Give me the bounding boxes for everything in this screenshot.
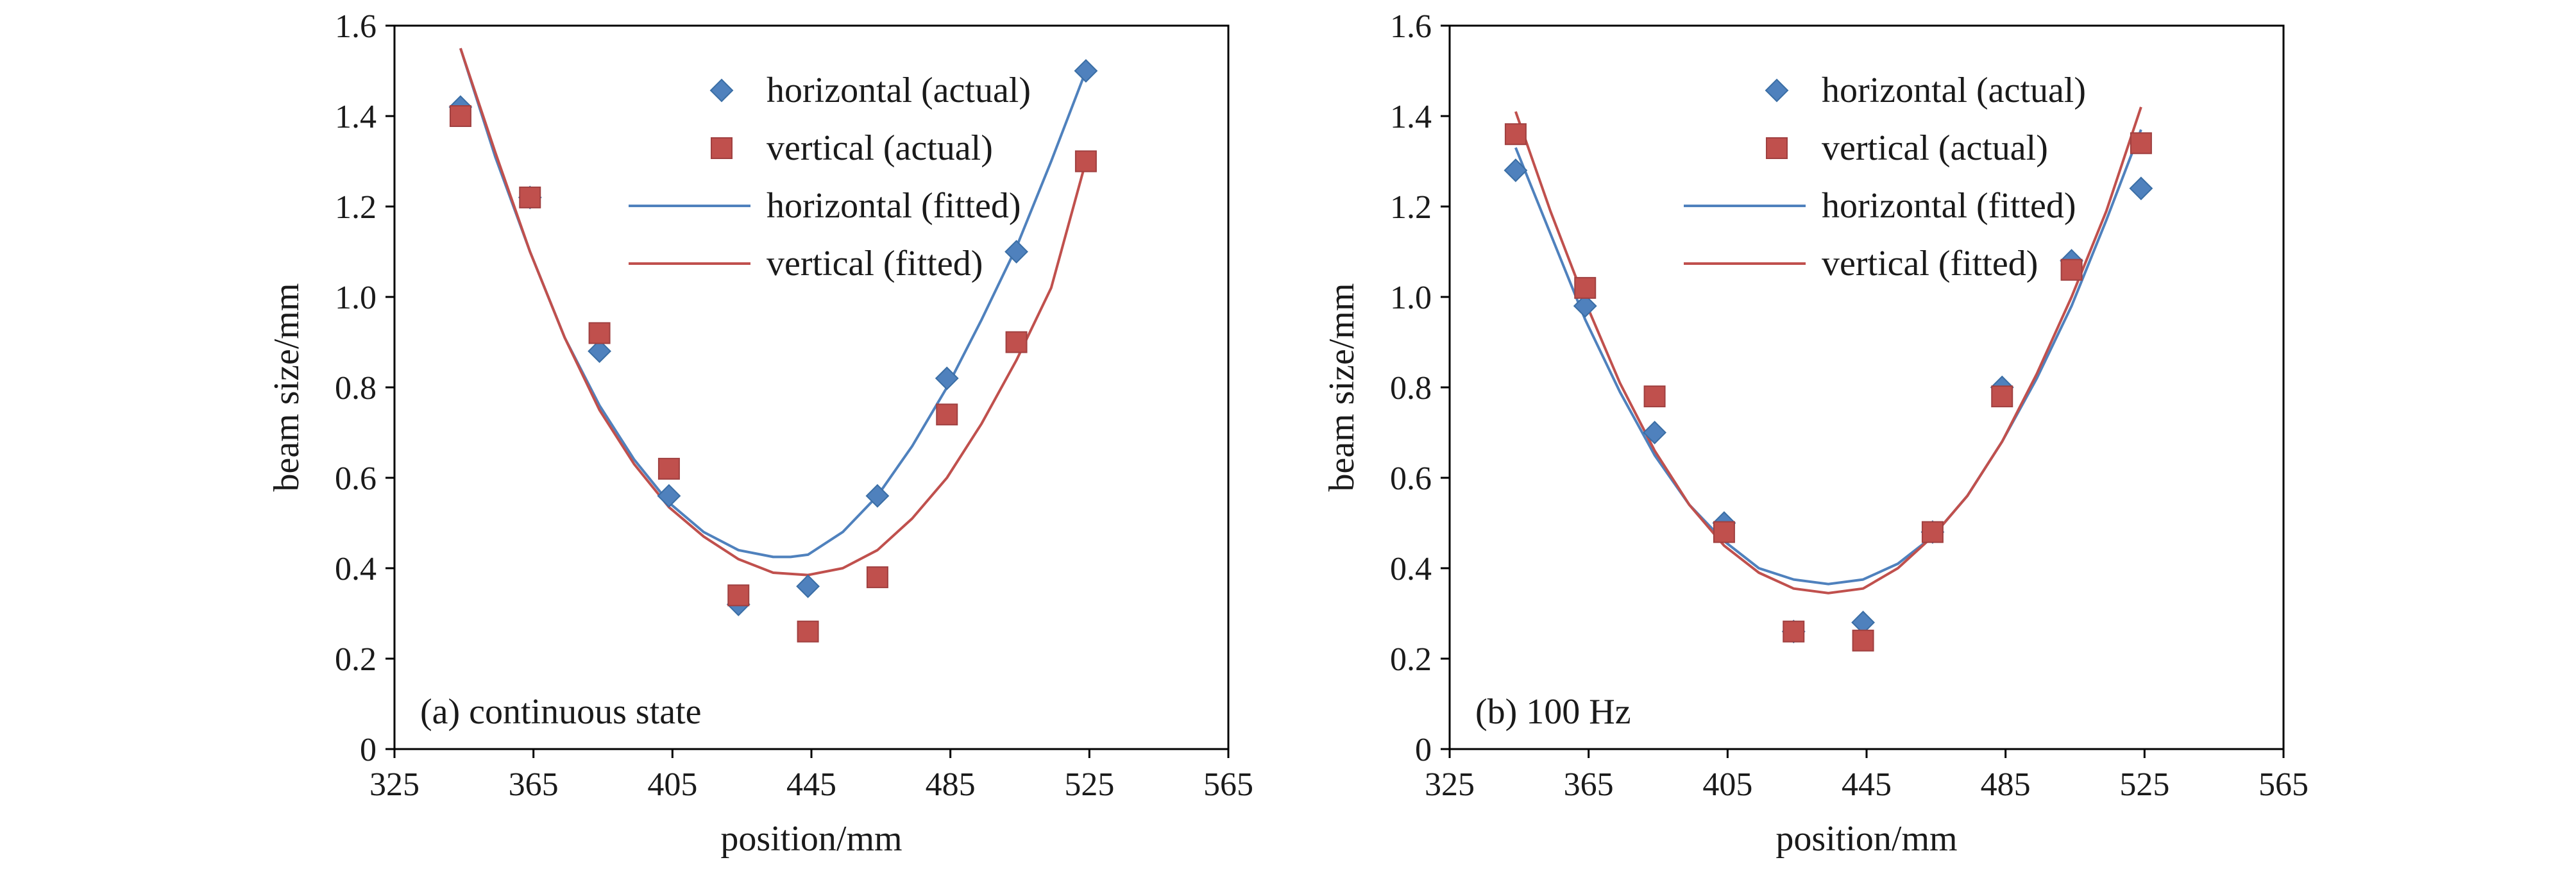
panel-label: (b) 100 Hz [1475, 692, 1631, 732]
y-tick-label: 0.6 [335, 460, 377, 497]
y-axis-title: beam size/mm [267, 283, 307, 491]
y-tick-label: 0.8 [335, 370, 377, 407]
legend-marker-horizontal-actual [709, 78, 734, 103]
vertical-actual-point [2060, 258, 2083, 281]
y-tick-label: 1.6 [1390, 8, 1432, 45]
legend-label: horizontal (actual) [1822, 71, 2086, 110]
panel-label: (a) continuous state [420, 692, 702, 732]
x-tick-label: 445 [786, 766, 836, 803]
chart-panel-a: 325 365 405 445 485 525 565 0 0.2 0.4 0.6 0.8 1.0 1.2… [267, 8, 1253, 859]
vertical-actual-point [1783, 620, 1805, 643]
horizontal-actual-point [2129, 176, 2153, 201]
horizontal-actual-point [1504, 158, 1528, 183]
y-tick-label: 0 [1415, 732, 1432, 768]
y-tick-label: 0.4 [335, 551, 377, 587]
legend-label: vertical (actual) [767, 128, 993, 168]
horizontal-actual-point [796, 574, 820, 598]
x-tick-label: 365 [1564, 766, 1614, 803]
x-tick-label: 405 [1702, 766, 1752, 803]
y-axis-title: beam size/mm [1322, 283, 1362, 491]
vertical-actual-point [1643, 385, 1666, 408]
x-tick-label: 565 [1203, 766, 1253, 803]
y-tick-label: 1.2 [335, 189, 377, 226]
x-tick-label: 325 [1425, 766, 1475, 803]
x-tick-label: 565 [2258, 766, 2309, 803]
vertical-fitted-line [459, 47, 1087, 577]
vertical-actual-point [1074, 150, 1097, 173]
y-tick-label: 0.8 [1390, 370, 1432, 407]
vertical-actual-point [1991, 385, 2013, 408]
x-tick-label: 485 [1981, 766, 2031, 803]
x-axis-title: position/mm [720, 819, 902, 859]
y-tick-label: 0.2 [335, 641, 377, 678]
chart-panel-b: 325 365 405 445 485 525 565 0 0.2 0.4 0.6 0.8 1.0 1.2… [1322, 8, 2309, 859]
x-axis-title: position/mm [1775, 819, 1957, 859]
y-tick-label: 1.0 [1390, 280, 1432, 316]
horizontal-actual-point [1004, 240, 1028, 264]
legend-marker-vertical-actual [1766, 137, 1788, 159]
horizontal-actual-point [657, 484, 681, 508]
vertical-actual-point [449, 105, 471, 127]
y-tick-label: 1.4 [1390, 99, 1432, 135]
horizontal-actual-point [588, 339, 611, 364]
y-tick-label: 0 [360, 732, 377, 768]
legend-marker-vertical-actual [711, 137, 733, 159]
y-tick-label: 0.2 [1390, 641, 1432, 678]
legend-label: horizontal (fitted) [767, 186, 1021, 226]
legend: horizontal (actual) vertical (actual) hori… [1684, 71, 2086, 283]
vertical-actual-point [1852, 629, 1874, 652]
x-tick-label: 405 [647, 766, 697, 803]
horizontal-actual-point [1074, 59, 1098, 83]
y-tick-label: 1.0 [335, 280, 377, 316]
vertical-actual-point [2130, 132, 2152, 155]
x-tick-label: 525 [1064, 766, 1114, 803]
vertical-actual-point [519, 186, 541, 208]
horizontal-fitted-line [1514, 129, 2142, 586]
legend-label: vertical (fitted) [1822, 244, 2038, 283]
vertical-actual-point [1574, 276, 1597, 299]
x-tick-label: 365 [509, 766, 559, 803]
legend-label: horizontal (fitted) [1822, 186, 2076, 226]
horizontal-actual-point [935, 366, 959, 391]
horizontal-actual-point [1643, 421, 1666, 444]
horizontal-actual-point [865, 484, 890, 508]
legend: horizontal (actual) vertical (actual) hori… [629, 71, 1031, 283]
legend-label: vertical (fitted) [767, 244, 983, 283]
y-tick-label: 1.6 [335, 8, 377, 45]
y-tick-label: 0.6 [1390, 460, 1432, 497]
vertical-actual-point [797, 620, 819, 643]
vertical-actual-point [1713, 521, 1735, 543]
vertical-actual-point [1921, 521, 1944, 543]
vertical-actual-point [588, 322, 611, 344]
legend-marker-horizontal-actual [1765, 78, 1789, 103]
vertical-actual-point [936, 403, 958, 426]
legend-label: vertical (actual) [1822, 128, 2048, 168]
horizontal-fitted-line [459, 47, 1087, 559]
vertical-actual-point [657, 457, 680, 480]
vertical-actual-point [866, 566, 888, 589]
vertical-actual-point [1005, 331, 1028, 353]
x-tick-label: 445 [1842, 766, 1892, 803]
legend-label: horizontal (actual) [767, 71, 1031, 110]
y-tick-label: 1.4 [335, 99, 377, 135]
horizontal-actual-point [1573, 294, 1597, 318]
x-tick-label: 325 [369, 766, 419, 803]
y-tick-label: 0.4 [1390, 551, 1432, 587]
vertical-actual-point [1504, 123, 1527, 146]
y-tick-label: 1.2 [1390, 189, 1432, 226]
x-tick-label: 525 [2119, 766, 2169, 803]
vertical-actual-point [727, 584, 750, 607]
vertical-fitted-line [1514, 106, 2142, 595]
x-tick-label: 485 [926, 766, 976, 803]
